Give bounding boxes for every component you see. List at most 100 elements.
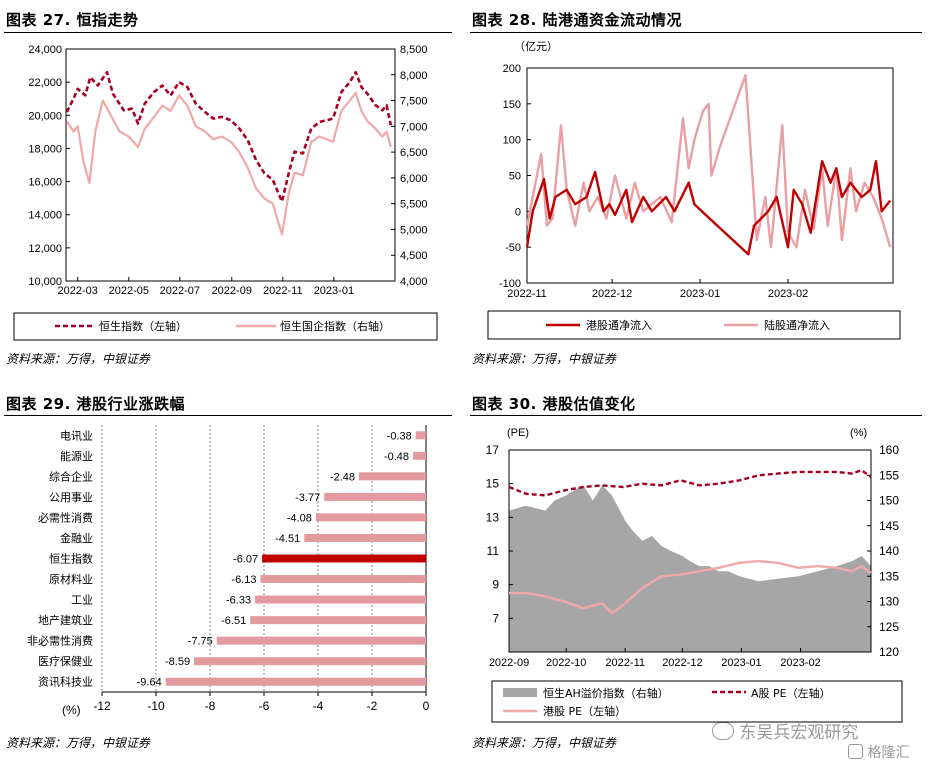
hsi-left-tick-label: 10,000 (28, 276, 62, 288)
valuation-right-tick-label: 155 (879, 468, 899, 482)
sector-x-tick-label: -10 (147, 699, 165, 713)
connect-y-unit: （亿元） (514, 40, 558, 53)
connect-x-tick-label: 2023-01 (680, 288, 720, 300)
connect-y-tick-label: -100 (499, 278, 521, 290)
valuation-right-tick-label: 150 (879, 494, 899, 508)
hsi-x-tick-label: 2022-05 (109, 285, 149, 297)
hsi-right-tick-label: 6,000 (400, 173, 428, 185)
connect-x-tick-label: 2022-12 (592, 288, 632, 300)
sector-category-label: 非必需性消费 (27, 634, 93, 648)
valuation-left-tick-label: 9 (492, 578, 499, 592)
sector-x-unit: (%) (62, 703, 81, 717)
sector-x-tick-label: 0 (423, 699, 430, 713)
hsi-left-tick-label: 14,000 (28, 210, 62, 222)
legend-label-northbound: 陆股通净流入 (764, 318, 830, 332)
sector-category-label: 医疗保健业 (38, 654, 93, 668)
sector-value-label: -4.51 (275, 533, 300, 545)
hsi-left-tick-label: 22,000 (28, 77, 62, 89)
sector-value-label: -8.59 (165, 656, 190, 668)
chart29-title: 图表 29. 港股行业涨跌幅 (6, 395, 186, 413)
chart27-title: 图表 27. 恒指走势 (6, 11, 139, 29)
valuation-x-tick-label: 2022-10 (546, 657, 586, 669)
connect-y-tick-label: 150 (503, 99, 521, 111)
hsi-x-tick-label: 2022-07 (160, 285, 200, 297)
sector-bar (255, 595, 426, 604)
watermark-badge: 格隆汇 (848, 742, 909, 762)
sector-bar (250, 616, 426, 625)
sector-bar (415, 431, 426, 440)
title-rule (470, 415, 922, 416)
logo-icon (848, 744, 863, 759)
valuation-right-tick-label: 130 (879, 595, 899, 609)
valuation-left-tick-label: 7 (492, 611, 499, 625)
watermark-text: 东吴兵宏观研究 (739, 723, 859, 743)
source-note: 资料来源：万得，中银证券 (472, 736, 617, 750)
hsi-right-tick-label: 4,000 (400, 276, 428, 288)
hsi-left-tick-label: 24,000 (28, 44, 62, 56)
sector-bar (165, 677, 426, 686)
sector-value-label: -0.48 (384, 451, 409, 463)
valuation-legend-box (491, 680, 903, 723)
hsi-legend-box (13, 312, 438, 341)
sector-x-tick-label: -12 (93, 699, 111, 713)
hsi-plot-frame (65, 48, 396, 282)
hsi-left-tick-label: 18,000 (28, 143, 62, 155)
hsi-right-tick-label: 7,500 (400, 96, 428, 108)
sector-bar (413, 451, 426, 460)
valuation-right-unit: (%) (850, 427, 867, 439)
sector-value-label: -3.77 (295, 492, 320, 504)
connect-x-tick-label: 2022-11 (507, 288, 547, 300)
sector-category-label: 能源业 (60, 449, 93, 463)
title-rule (4, 415, 452, 416)
valuation-hk-pe-line (509, 559, 872, 615)
hsi-x-tick-label: 2022-11 (263, 285, 303, 297)
connect-y-tick-label: 50 (509, 171, 521, 183)
hsi-right-tick-label: 8,500 (400, 44, 428, 56)
connect-northbound-line (525, 74, 892, 249)
source-note: 资料来源：万得，中银证券 (472, 352, 617, 366)
watermark-badge-text: 格隆汇 (867, 745, 910, 761)
hsi-right-tick-label: 7,000 (400, 121, 428, 133)
hsi-right-tick-label: 6,500 (400, 147, 428, 159)
connect-southbound-line (525, 160, 892, 256)
sector-value-label: -7.75 (188, 636, 213, 648)
connect-y-tick-label: -50 (505, 242, 521, 254)
hsi-right-tick-label: 5,500 (400, 199, 428, 211)
sector-x-tick-label: -2 (367, 699, 378, 713)
sector-x-tick-label: -4 (313, 699, 324, 713)
sector-bar (260, 575, 426, 584)
valuation-left-tick-label: 13 (486, 510, 500, 524)
title-rule (470, 32, 922, 33)
source-note: 资料来源：万得，中银证券 (6, 352, 151, 366)
sector-bar (359, 472, 426, 481)
sector-x-tick-label: -8 (205, 699, 216, 713)
valuation-right-tick-label: 160 (879, 443, 899, 457)
valuation-x-tick-label: 2022-12 (662, 657, 702, 669)
sector-bar (194, 657, 426, 666)
valuation-left-tick-label: 11 (487, 544, 500, 558)
sector-bar (315, 513, 426, 522)
hsi-x-tick-label: 2022-03 (58, 285, 98, 297)
legend-label-ah-premium: 恒生AH溢价指数（右轴） (543, 686, 669, 700)
sector-value-label: -6.07 (233, 554, 258, 566)
legend-label-hk-pe: 港股 PE（左轴） (543, 704, 626, 718)
valuation-x-tick-label: 2022-11 (605, 657, 645, 669)
sector-value-label: -6.33 (226, 595, 251, 607)
valuation-a-pe-line (508, 469, 872, 497)
sector-bar (304, 533, 426, 542)
sector-bar (262, 554, 426, 563)
valuation-left-tick-label: 17 (486, 443, 500, 457)
hsi-x-tick-label: 2023-01 (314, 285, 354, 297)
chart30-title: 图表 30. 港股估值变化 (472, 395, 636, 413)
connect-y-tick-label: 0 (515, 206, 521, 218)
legend-label-hsi: 恒生指数（左轴） (99, 319, 187, 333)
sector-value-label: -6.51 (221, 615, 246, 627)
legend-swatch-ah-premium (503, 688, 537, 697)
sector-category-label: 电讯业 (60, 429, 93, 442)
sector-category-label: 金融业 (60, 531, 93, 545)
valuation-right-tick-label: 125 (879, 620, 899, 634)
sector-category-label: 公用事业 (49, 491, 93, 504)
valuation-right-tick-label: 120 (879, 645, 899, 659)
sector-x-tick-label: -6 (259, 699, 270, 713)
sector-category-label: 工业 (71, 594, 93, 607)
